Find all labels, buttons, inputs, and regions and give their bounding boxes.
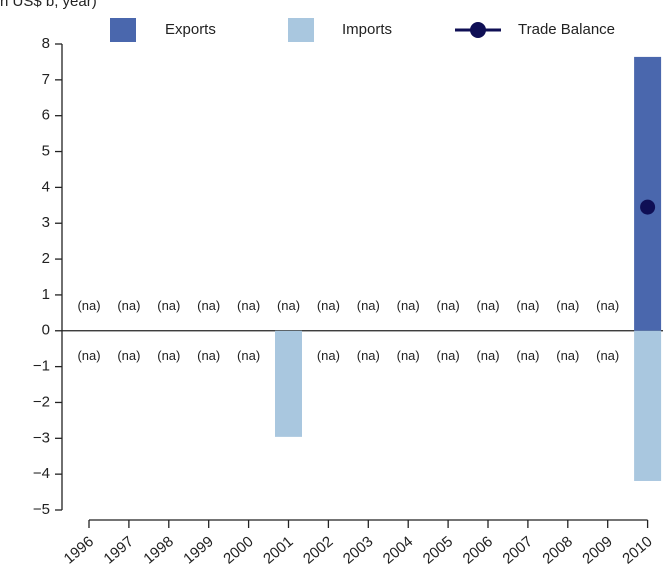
y-tick-label: −1 (33, 358, 50, 375)
x-tick-label: 1997 (101, 533, 137, 567)
y-tick-label: 8 (42, 35, 50, 52)
x-tick-label: 2001 (260, 533, 296, 567)
x-tick-label: 2010 (619, 533, 655, 567)
legend-swatch (288, 18, 314, 42)
value-label: (na) (317, 348, 340, 363)
legend-label: Trade Balance (518, 21, 615, 38)
y-tick-label: −5 (33, 501, 50, 518)
y-tick-label: 7 (42, 71, 50, 88)
x-tick-label: 2005 (420, 533, 456, 567)
value-label: (na) (277, 298, 300, 313)
x-tick-label: 2006 (460, 533, 496, 567)
value-label: (na) (357, 298, 380, 313)
y-tick-label: −3 (33, 429, 50, 446)
legend-swatch (110, 18, 136, 42)
y-tick-label: 1 (42, 286, 50, 303)
y-tick-label: 6 (42, 107, 50, 124)
y-tick-label: 5 (42, 143, 50, 160)
bar (634, 330, 662, 481)
value-label: (na) (596, 348, 619, 363)
x-tick-label: 2003 (340, 533, 376, 567)
value-label: (na) (516, 298, 539, 313)
value-label: (na) (556, 298, 579, 313)
value-label: (na) (397, 348, 420, 363)
x-tick-label: 1998 (140, 533, 176, 567)
value-label: (na) (237, 298, 260, 313)
value-label: (na) (317, 298, 340, 313)
y-tick-label: 3 (42, 214, 50, 231)
value-label: (na) (516, 348, 539, 363)
value-label: (na) (157, 348, 180, 363)
value-label: (na) (397, 298, 420, 313)
value-label: (na) (77, 348, 100, 363)
y-tick-label: −4 (33, 465, 50, 482)
value-label: (na) (77, 298, 100, 313)
value-label: (na) (357, 348, 380, 363)
value-label: (na) (237, 348, 260, 363)
x-tick-label: 2002 (300, 533, 336, 567)
value-label: (na) (197, 298, 220, 313)
value-label: (na) (556, 348, 579, 363)
value-label: (na) (476, 298, 499, 313)
y-tick-label: −2 (33, 393, 50, 410)
value-label: (na) (117, 298, 140, 313)
x-tick-label: 2004 (380, 533, 416, 567)
legend-label: Exports (165, 21, 216, 38)
y-tick-label: 2 (42, 250, 50, 267)
value-label: (na) (437, 348, 460, 363)
x-tick-label: 2009 (579, 533, 615, 567)
x-tick-label: 2000 (220, 533, 256, 567)
value-label: (na) (596, 298, 619, 313)
x-tick-label: 1999 (180, 533, 216, 567)
legend-marker (470, 22, 486, 38)
x-tick-label: 1996 (61, 533, 97, 567)
value-label: (na) (437, 298, 460, 313)
y-tick-label: 4 (42, 178, 50, 195)
value-label: (na) (476, 348, 499, 363)
value-label: (na) (117, 348, 140, 363)
point (640, 199, 656, 215)
y-tick-label: 0 (42, 322, 50, 339)
x-tick-label: 2008 (539, 533, 575, 567)
value-label: (na) (197, 348, 220, 363)
bar (275, 330, 302, 437)
legend-label: Imports (342, 21, 392, 38)
chart-title: n US$ b, year) (0, 0, 97, 10)
bar (634, 56, 662, 331)
x-tick-label: 2007 (500, 533, 536, 567)
value-label: (na) (157, 298, 180, 313)
